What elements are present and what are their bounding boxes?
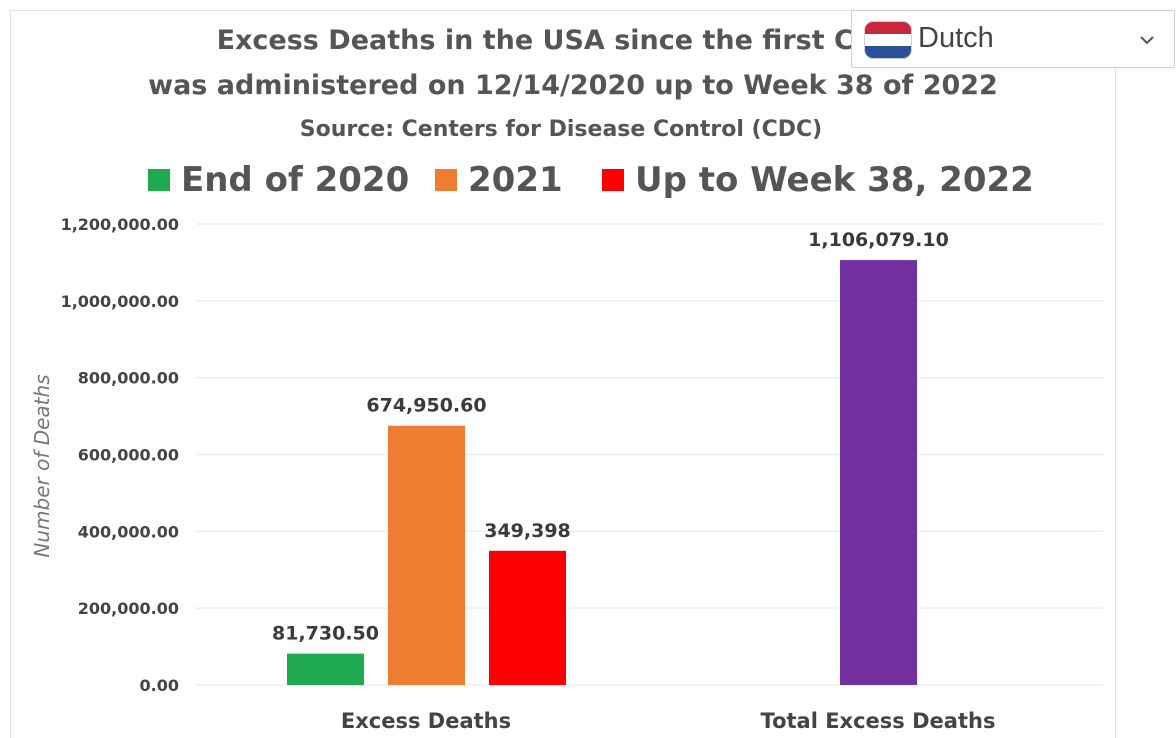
legend-swatch (602, 169, 624, 191)
y-axis-label-text: Number of Deaths (30, 374, 54, 557)
bar-data-label: 674,950.60 (366, 395, 486, 417)
y-tick-label: 1,000,000.00 (61, 292, 179, 311)
chart-title: Excess Deaths in the USA since the first… (148, 25, 998, 101)
chart-subtitle-text: Source: Centers for Disease Control (CDC… (300, 117, 822, 142)
legend-swatch (435, 169, 457, 191)
chart-title-line: was administered on 12/14/2020 up to Wee… (148, 70, 998, 101)
language-selector[interactable]: Dutch (851, 10, 1175, 68)
bar (287, 653, 364, 685)
y-tick-label: 800,000.00 (78, 369, 179, 388)
bar (388, 425, 465, 685)
x-category-label: Excess Deaths (341, 709, 511, 733)
y-axis-label: Number of Deaths (30, 374, 54, 557)
y-tick-label: 200,000.00 (78, 599, 179, 618)
legend-swatch (148, 169, 170, 191)
chevron-down-icon (1140, 36, 1154, 45)
bar-data-label: 81,730.50 (272, 623, 379, 645)
legend-item-label: Up to Week 38, 2022 (635, 160, 1034, 200)
gridlines (196, 223, 1103, 686)
bar (840, 260, 917, 685)
language-selector-value: Dutch (918, 22, 994, 54)
bar-data-label: 349,398 (484, 520, 571, 542)
chart-subtitle: Source: Centers for Disease Control (CDC… (300, 117, 822, 142)
y-axis-ticks: 0.00 200,000.00 400,000.00 600,000.00 800,00… (61, 215, 179, 695)
netherlands-flag-icon (864, 21, 912, 59)
y-tick-label: 600,000.00 (78, 446, 179, 465)
x-axis-categories: Excess Deaths Total Excess Deaths (341, 709, 996, 733)
bar (489, 550, 566, 685)
legend-item-label: End of 2020 (181, 160, 409, 200)
y-tick-label: 0.00 (140, 676, 179, 695)
bars (287, 260, 917, 685)
y-tick-label: 400,000.00 (78, 522, 179, 541)
legend: End of 2020 2021 Up to Week 38, 2022 (148, 160, 1034, 200)
chart-title-line: Excess Deaths in the USA since the first… (217, 25, 930, 56)
chart: Excess Deaths in the USA since the first… (30, 25, 1103, 733)
y-tick-label: 1,200,000.00 (61, 215, 179, 234)
legend-item-label: 2021 (468, 160, 563, 200)
x-category-label: Total Excess Deaths (761, 709, 996, 733)
bar-data-label: 1,106,079.10 (808, 229, 949, 251)
chart-frame: Excess Deaths in the USA since the first… (10, 10, 1116, 738)
data-labels: 81,730.50 674,950.60 349,398 1,106,079.10 (272, 229, 949, 645)
